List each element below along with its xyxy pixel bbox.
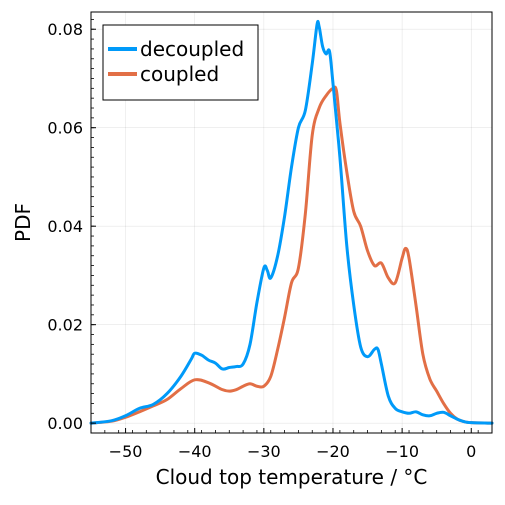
y-tick-label: 0.06 (47, 119, 83, 138)
y-axis-label: PDF (11, 203, 35, 242)
x-tick-label: −20 (316, 442, 350, 461)
x-tick-label: −30 (247, 442, 281, 461)
legend-label-decoupled: decoupled (140, 37, 244, 61)
x-tick-label: −10 (385, 442, 419, 461)
y-tick-label: 0.00 (47, 414, 83, 433)
axis-ticks: −50 −40 −30 −20 −10 0 0.00 0.02 0.04 0.06 0.08 (47, 18, 493, 461)
series-line-coupled (89, 85, 494, 425)
series-lines (89, 19, 494, 425)
legend-box (102, 24, 259, 101)
x-axis-label: Cloud top temperature / °C (156, 465, 428, 489)
y-tick-label: 0.02 (47, 316, 83, 335)
x-tick-label: −50 (109, 442, 143, 461)
series-line-decoupled (89, 19, 494, 425)
y-tick-label: 0.04 (47, 217, 83, 236)
y-tick-label: 0.08 (47, 20, 83, 39)
plot-frame (90, 11, 493, 434)
x-tick-label: −40 (178, 442, 212, 461)
x-tick-label: 0 (466, 442, 476, 461)
legend-label-coupled: coupled (140, 62, 219, 86)
